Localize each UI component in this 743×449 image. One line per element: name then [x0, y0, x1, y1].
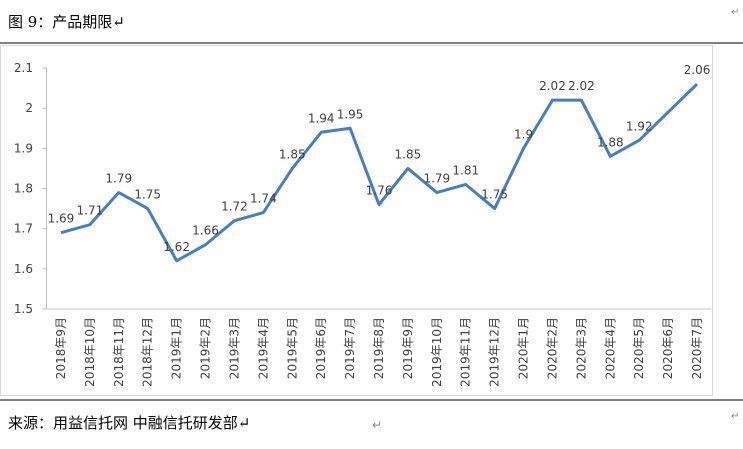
- x-tick-label: 2018年12月: [141, 317, 155, 387]
- x-tick-label: 2020年4月: [603, 317, 617, 379]
- chart-border: [0, 45, 713, 396]
- y-tick-label: 1.6: [14, 262, 33, 276]
- data-label: 1.9: [514, 127, 533, 141]
- data-label: 1.76: [366, 184, 393, 198]
- y-tick-label: 2: [25, 101, 33, 115]
- data-label: 2.06: [684, 63, 711, 77]
- x-tick-label: 2019年2月: [199, 317, 213, 379]
- data-label: 1.66: [192, 224, 219, 238]
- y-tick-label: 1.8: [14, 182, 33, 196]
- data-label: 1.92: [626, 119, 653, 133]
- return-mark: ↵: [372, 418, 382, 432]
- data-label: 1.71: [77, 204, 104, 218]
- x-tick-label: 2019年1月: [170, 317, 184, 379]
- data-label: 2.02: [568, 79, 595, 93]
- x-tick-label: 2020年5月: [632, 317, 646, 379]
- data-label: 1.94: [308, 111, 335, 125]
- y-tick-label: 1.9: [14, 141, 33, 155]
- x-tick-label: 2019年12月: [488, 317, 502, 387]
- x-tick-label: 2019年7月: [343, 317, 357, 379]
- x-tick-label: 2019年3月: [227, 317, 241, 379]
- x-tick-label: 2019年8月: [372, 317, 386, 379]
- x-tick-label: 2019年11月: [459, 317, 473, 387]
- data-label: 1.88: [597, 135, 624, 149]
- data-label: 1.75: [134, 188, 161, 202]
- y-tick-label: 2.1: [14, 61, 33, 75]
- x-tick-label: 2020年6月: [661, 317, 675, 379]
- x-tick-label: 2018年9月: [54, 317, 68, 379]
- y-tick-label: 1.5: [14, 302, 33, 316]
- data-label: 2.02: [539, 79, 566, 93]
- data-label: 1.79: [105, 172, 132, 186]
- x-tick-label: 2018年11月: [112, 317, 126, 387]
- x-tick-label: 2019年4月: [256, 317, 270, 379]
- x-tick-label: 2019年10月: [430, 317, 444, 387]
- data-label: 1.81: [452, 163, 479, 177]
- x-tick-label: 2020年1月: [517, 317, 531, 379]
- data-label: 1.69: [48, 212, 75, 226]
- x-tick-label: 2019年5月: [285, 317, 299, 379]
- data-label: 1.72: [221, 200, 248, 214]
- return-mark: ↵: [731, 7, 739, 18]
- y-tick-label: 1.7: [14, 222, 33, 236]
- data-label: 1.74: [250, 192, 277, 206]
- data-label: 1.79: [423, 172, 450, 186]
- data-label: 1.62: [163, 240, 190, 254]
- data-label: 1.85: [395, 147, 422, 161]
- x-tick-label: 2020年3月: [574, 317, 588, 379]
- data-label: 1.85: [279, 147, 306, 161]
- x-tick-label: 2020年2月: [545, 317, 559, 379]
- x-tick-label: 2018年10月: [83, 317, 97, 387]
- line-series: [60, 82, 699, 263]
- figure-title: 图 9：产品期限↵: [8, 13, 125, 31]
- return-mark: ↵: [731, 411, 739, 422]
- data-label: 1.95: [337, 107, 364, 121]
- x-tick-label: 2019年6月: [314, 317, 328, 379]
- x-tick-label: 2019年9月: [401, 317, 415, 379]
- source: 来源：用益信托网 中融信托研发部↵: [8, 414, 250, 432]
- data-label: 1.75: [481, 188, 508, 202]
- x-tick-label: 2020年7月: [690, 317, 704, 379]
